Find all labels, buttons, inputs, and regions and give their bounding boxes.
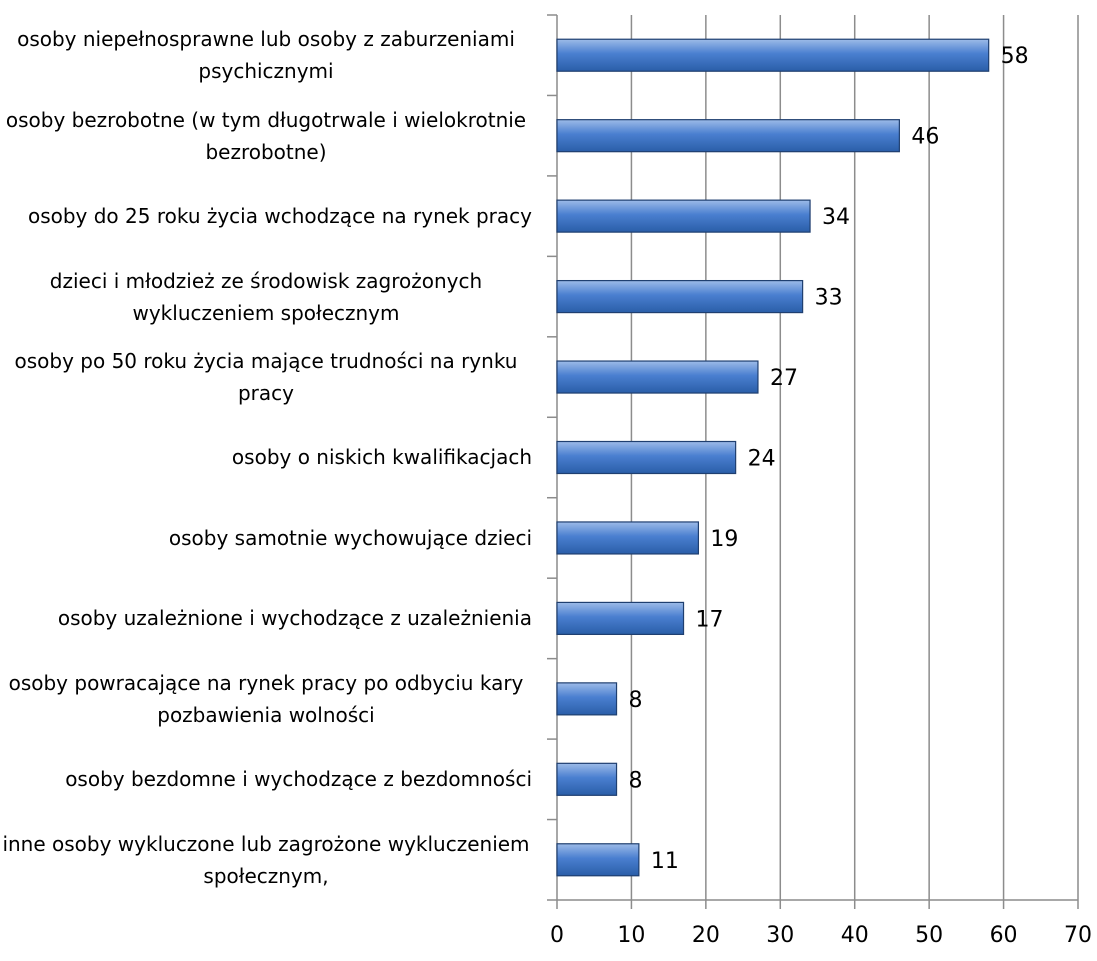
category-text: osoby niepełnosprawne lub osoby z zaburz… bbox=[17, 27, 515, 84]
x-tick-label: 20 bbox=[692, 923, 720, 948]
bar bbox=[556, 682, 618, 716]
x-tick-label: 40 bbox=[841, 923, 869, 948]
category-label: osoby powracające na rynek pracy po odby… bbox=[0, 659, 532, 739]
category-text: osoby o niskich kwalifikacjach bbox=[231, 445, 532, 470]
value-label: 8 bbox=[629, 688, 643, 713]
x-tick-label: 30 bbox=[766, 923, 794, 948]
category-text: osoby bezrobotne (w tym długotrwale i wi… bbox=[5, 107, 527, 164]
value-label: 46 bbox=[911, 125, 939, 150]
x-tick-label: 0 bbox=[550, 923, 564, 948]
x-tick-label: 70 bbox=[1064, 923, 1092, 948]
bar bbox=[556, 843, 640, 877]
category-text: osoby bezdomne i wychodzące z bezdomnośc… bbox=[65, 767, 532, 792]
value-label: 11 bbox=[651, 849, 679, 874]
x-tick-label: 60 bbox=[990, 923, 1018, 948]
bar bbox=[556, 762, 618, 796]
bar bbox=[556, 521, 700, 555]
value-label: 34 bbox=[822, 205, 850, 230]
category-label: osoby bezrobotne (w tym długotrwale i wi… bbox=[0, 95, 532, 175]
category-label: osoby bezdomne i wychodzące z bezdomnośc… bbox=[0, 739, 532, 819]
category-label: osoby samotnie wychowujące dzieci bbox=[0, 498, 532, 578]
category-label: osoby do 25 roku życia wchodzące na ryne… bbox=[0, 176, 532, 256]
value-label: 27 bbox=[770, 366, 798, 391]
category-label: osoby uzależnione i wychodzące z uzależn… bbox=[0, 578, 532, 658]
value-label: 33 bbox=[815, 286, 843, 311]
value-label: 8 bbox=[629, 768, 643, 793]
value-label: 17 bbox=[696, 607, 724, 632]
category-label: osoby o niskich kwalifikacjach bbox=[0, 417, 532, 497]
bar bbox=[556, 601, 685, 636]
value-label: 19 bbox=[710, 527, 738, 552]
category-text: osoby po 50 roku życia mające trudności … bbox=[14, 349, 518, 406]
bar bbox=[556, 279, 804, 314]
category-label: osoby niepełnosprawne lub osoby z zaburz… bbox=[0, 15, 532, 95]
bar bbox=[556, 119, 900, 153]
bar bbox=[556, 360, 759, 394]
category-text: osoby samotnie wychowujące dzieci bbox=[168, 525, 532, 550]
bar bbox=[556, 38, 990, 72]
category-label: osoby po 50 roku życia mające trudności … bbox=[0, 337, 532, 417]
category-label: dzieci i młodzież ze środowisk zagrożony… bbox=[0, 256, 532, 336]
x-tick-label: 50 bbox=[915, 923, 943, 948]
category-label: inne osoby wykluczone lub zagrożone wykl… bbox=[0, 820, 532, 900]
category-text: osoby powracające na rynek pracy po odby… bbox=[8, 670, 524, 727]
value-label: 24 bbox=[748, 447, 776, 472]
category-text: osoby uzależnione i wychodzące z uzależn… bbox=[57, 606, 532, 631]
category-text: dzieci i młodzież ze środowisk zagrożony… bbox=[49, 268, 483, 325]
bar bbox=[556, 199, 811, 233]
category-text: inne osoby wykluczone lub zagrożone wykl… bbox=[2, 831, 530, 888]
value-label: 58 bbox=[1001, 44, 1029, 69]
x-tick-label: 10 bbox=[617, 923, 645, 948]
category-text: osoby do 25 roku życia wchodzące na ryne… bbox=[27, 204, 532, 229]
bar bbox=[556, 440, 737, 475]
